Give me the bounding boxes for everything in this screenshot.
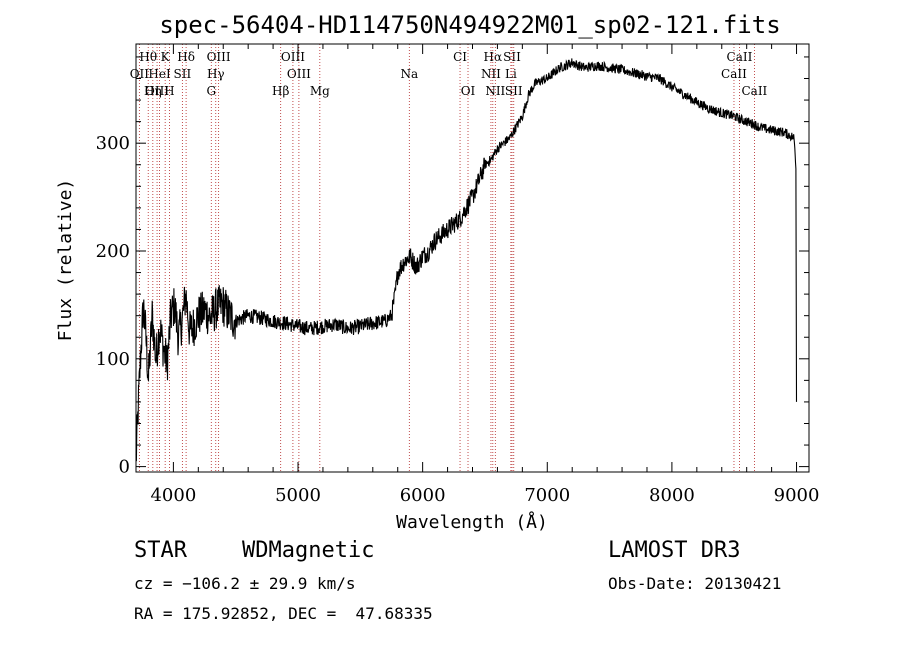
line-marker-label: Hγ — [207, 67, 225, 81]
line-marker-label: K — [161, 50, 171, 64]
line-marker-label: OII — [130, 67, 150, 81]
line-marker-label: G — [206, 84, 216, 98]
line-marker-label: CaII — [721, 67, 747, 81]
y-tick-label: 0 — [119, 457, 130, 478]
line-marker-label: Mg — [310, 84, 330, 98]
line-marker-label: OIII — [145, 84, 169, 98]
y-axis-ticks: 0 100 200 300 — [96, 56, 809, 478]
line-marker-label: Hη — [144, 84, 162, 98]
x-tick-label: 8000 — [649, 485, 695, 506]
line-marker-label: CaII — [741, 84, 767, 98]
x-tick-label: 7000 — [524, 485, 570, 506]
line-marker-label: Hα — [484, 50, 503, 64]
line-marker-label: SII — [174, 67, 192, 81]
line-marker-label: Hδ — [177, 50, 195, 64]
coordinates: RA = 175.92852, DEC = 47.68335 — [134, 604, 433, 623]
line-marker-label: OIII — [207, 50, 231, 64]
survey-name: LAMOST DR3 — [608, 538, 741, 563]
line-marker-label: Hβ — [272, 84, 289, 98]
line-marker-label: CI — [453, 50, 467, 64]
line-marker-label: HeI — [148, 67, 171, 81]
x-tick-label: 4000 — [150, 485, 196, 506]
line-marker-label: SII — [505, 84, 523, 98]
y-tick-label: 100 — [96, 349, 130, 370]
x-axis-ticks: 4000 5000 6000 7000 8000 9000 — [150, 44, 819, 506]
line-marker-label: CaII — [727, 50, 753, 64]
line-marker-label: OIII — [281, 50, 305, 64]
line-marker-label: H — [164, 84, 174, 98]
line-marker-label: Hθ — [139, 50, 157, 64]
y-axis-label: Flux (relative) — [55, 179, 76, 342]
chart-title: spec-56404-HD114750N494922M01_sp02-121.f… — [159, 11, 780, 39]
line-marker-label: OI — [461, 84, 476, 98]
x-tick-label: 9000 — [774, 485, 820, 506]
line-marker-label: Li — [505, 67, 517, 81]
y-tick-label: 200 — [96, 241, 130, 262]
line-marker-label: Na — [400, 67, 418, 81]
line-marker-label: SII — [503, 50, 521, 64]
object-class: STAR — [134, 538, 187, 563]
x-axis-label: Wavelength (Å) — [396, 511, 548, 533]
redshift-cz: cz = −106.2 ± 29.9 km/s — [134, 574, 356, 593]
spectrum-line — [135, 58, 798, 462]
x-tick-label: 5000 — [275, 485, 321, 506]
y-tick-label: 300 — [96, 133, 130, 154]
x-tick-label: 6000 — [400, 485, 446, 506]
line-marker-label: NII — [481, 67, 501, 81]
object-subclass: WDMagnetic — [242, 538, 375, 563]
line-marker-label: NII — [485, 84, 505, 98]
observation-date: Obs-Date: 20130421 — [608, 574, 782, 593]
line-marker-label: OIII — [287, 67, 311, 81]
